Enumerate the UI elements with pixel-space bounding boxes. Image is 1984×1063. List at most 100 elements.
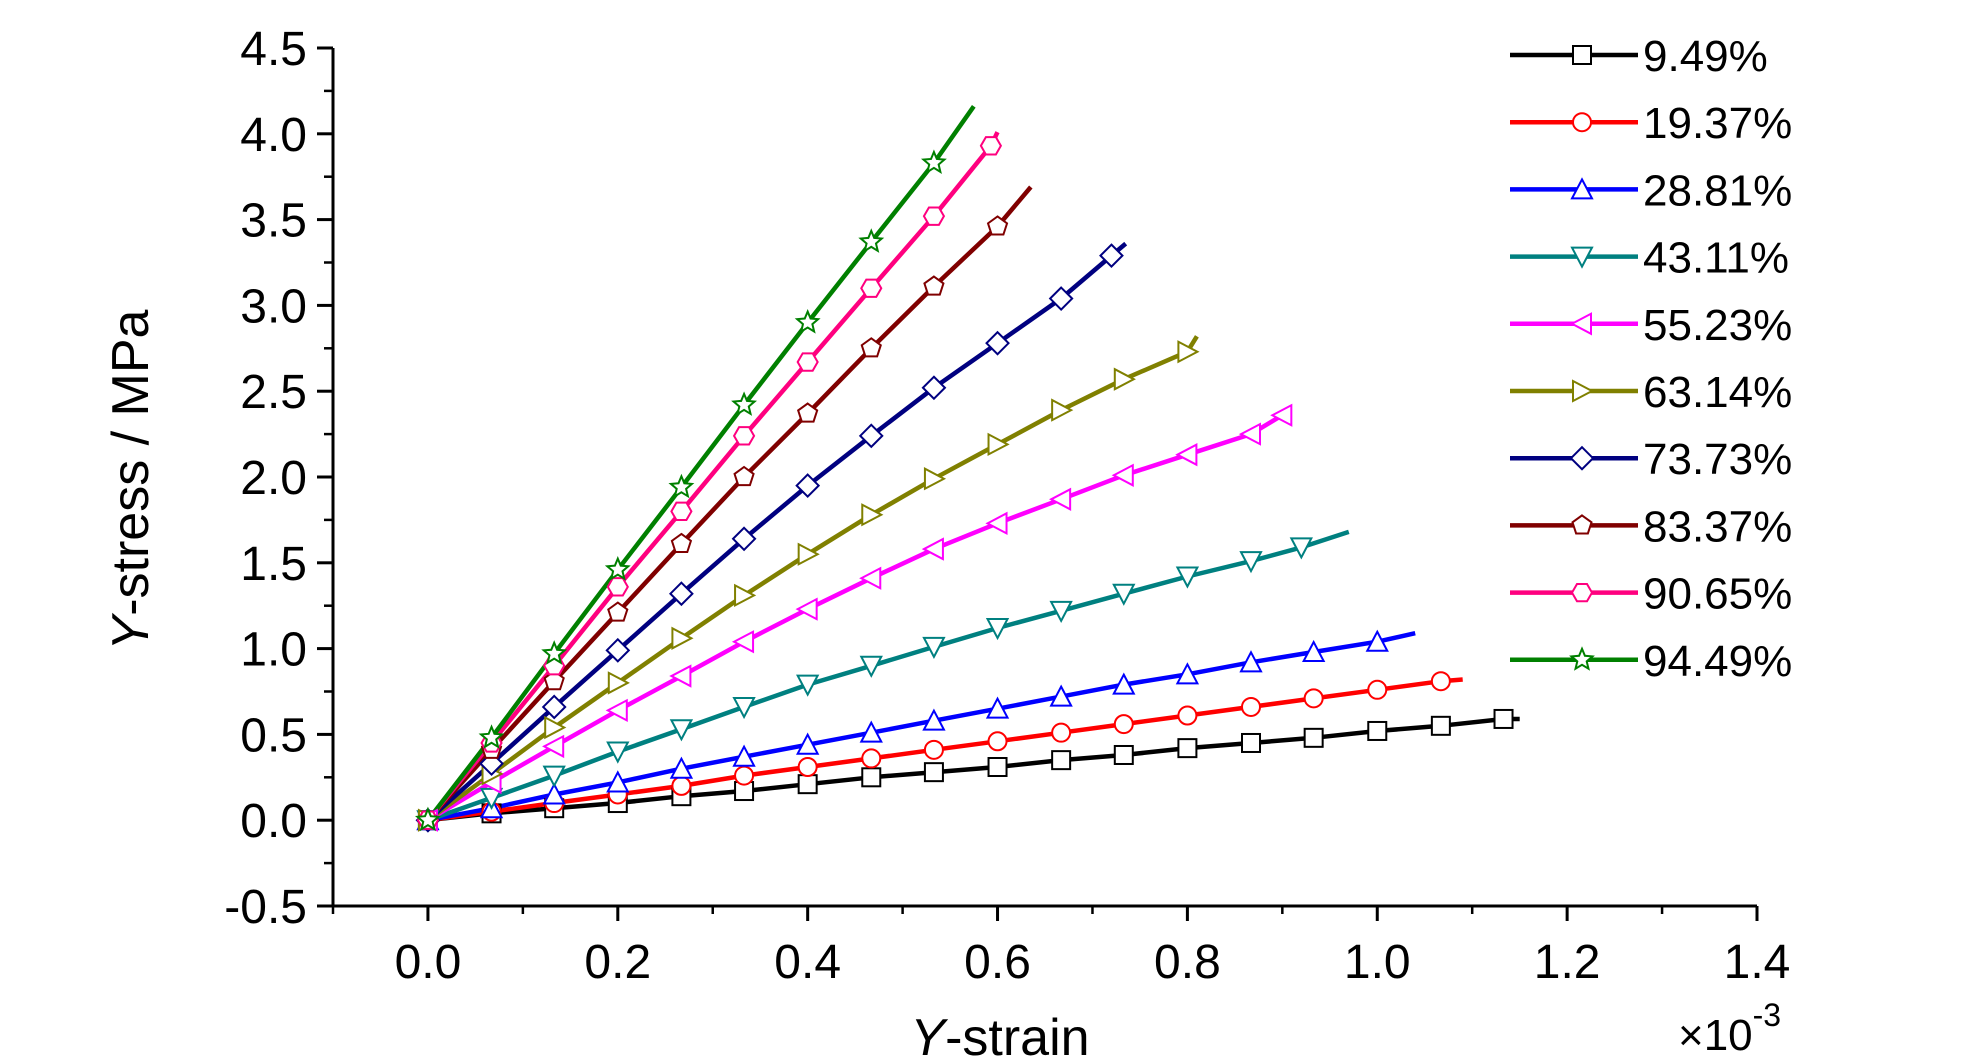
series-marker [922, 636, 946, 660]
series-marker [1270, 403, 1293, 427]
series-marker [920, 149, 947, 174]
series-marker [731, 630, 755, 654]
series-marker [1289, 537, 1313, 560]
series-marker [923, 739, 944, 760]
series-marker [1175, 443, 1198, 467]
series-marker [861, 503, 884, 527]
series-marker [860, 337, 882, 358]
series-marker [1241, 696, 1262, 717]
series-marker [1241, 732, 1262, 753]
series-line [427, 716, 1520, 823]
legend-marker [1571, 514, 1593, 535]
x-tick-label: 1.2 [1534, 936, 1601, 989]
series-marker [861, 748, 882, 769]
plot-series-lines [426, 105, 1520, 823]
series-marker [986, 215, 1009, 236]
series-marker [796, 352, 819, 372]
series-marker [1177, 340, 1200, 364]
series-marker [794, 308, 821, 334]
legend-label: 83.37% [1643, 502, 1792, 551]
legend-marker [1570, 246, 1594, 269]
legend-marker [1572, 112, 1592, 133]
series-marker [1049, 600, 1073, 623]
series-marker [797, 774, 818, 795]
series-marker [731, 526, 757, 552]
series-marker [1175, 662, 1200, 685]
legend-marker [1569, 445, 1595, 471]
series-marker [1048, 487, 1072, 511]
y-tick-label: 4.0 [240, 109, 307, 162]
series-marker [921, 537, 944, 561]
series-marker [732, 696, 756, 720]
y-tick-label: 0.0 [240, 795, 307, 848]
series-line [426, 105, 976, 822]
axis-tick-labels: 0.0 0.2 0.4 0.6 0.8 1.0 1.2 1.4 -0.5 0.0 0.5 1.0 1.5… [224, 23, 1790, 989]
series-marker [414, 806, 441, 832]
series-marker [796, 732, 820, 755]
series-marker [733, 465, 755, 487]
y-tick-label: 0.5 [240, 709, 307, 762]
y-tick-label: 2.0 [240, 452, 307, 505]
series-marker [670, 532, 693, 554]
series-marker [1493, 708, 1514, 729]
series-marker [542, 734, 565, 759]
series-marker [731, 391, 757, 416]
series-marker [606, 577, 629, 597]
legend: 9.49% 19.37% 28.81% 43.11% 55.23% 63.14% 73.73… [1510, 32, 1792, 686]
series-marker [543, 669, 565, 691]
legend-marker [1569, 646, 1595, 671]
legend-marker [1569, 312, 1592, 336]
series-marker [1239, 650, 1263, 673]
series-marker [541, 640, 568, 665]
legend-label: 9.49% [1643, 32, 1768, 81]
series-marker [1177, 705, 1198, 726]
series-marker [1303, 688, 1324, 709]
series-marker [1239, 551, 1263, 574]
series-marker [607, 601, 629, 622]
series-marker [985, 330, 1010, 356]
series-line [426, 335, 1199, 823]
series-marker [671, 626, 694, 650]
series-marker [606, 741, 630, 764]
series-marker [671, 775, 692, 796]
y-tick-label: 2.5 [240, 366, 307, 419]
legend-marker [1572, 379, 1595, 403]
series-marker [1238, 422, 1262, 446]
series-marker [796, 674, 820, 697]
series-marker [923, 275, 945, 296]
series-marker [987, 757, 1008, 778]
series-line [427, 631, 1416, 823]
series-line [427, 529, 1350, 823]
series-marker [985, 511, 1008, 535]
legend-label: 73.73% [1643, 435, 1792, 484]
legend-label: 19.37% [1643, 99, 1792, 148]
series-marker [859, 655, 883, 678]
series-marker [985, 696, 1010, 719]
series-marker [1048, 286, 1074, 311]
series-marker [979, 136, 1003, 156]
series-marker [1430, 671, 1451, 692]
y-tick-label: 3.5 [240, 195, 307, 248]
series-marker [859, 720, 883, 743]
legend-label: 43.11% [1643, 234, 1789, 283]
series-marker [734, 583, 757, 608]
series-marker [542, 782, 566, 805]
x-tick-label: 0.2 [584, 936, 651, 989]
series-marker [605, 698, 628, 723]
legend-marker [1570, 177, 1594, 200]
series-marker [859, 566, 882, 590]
x-axis-title: Y-strain [910, 1009, 1089, 1063]
series-marker [797, 542, 820, 566]
series-marker [668, 581, 694, 607]
series-marker [985, 618, 1010, 641]
plot-series-markers [414, 136, 1514, 833]
x-tick-label: 0.6 [964, 936, 1031, 989]
series-marker [1177, 738, 1198, 759]
series-marker [605, 637, 631, 663]
legend-label: 63.14% [1643, 368, 1792, 417]
series-line [426, 241, 1128, 822]
series-marker [1051, 722, 1072, 743]
y-tick-label: -0.5 [224, 881, 307, 934]
series-marker [1112, 583, 1136, 606]
series-marker [1051, 398, 1074, 422]
